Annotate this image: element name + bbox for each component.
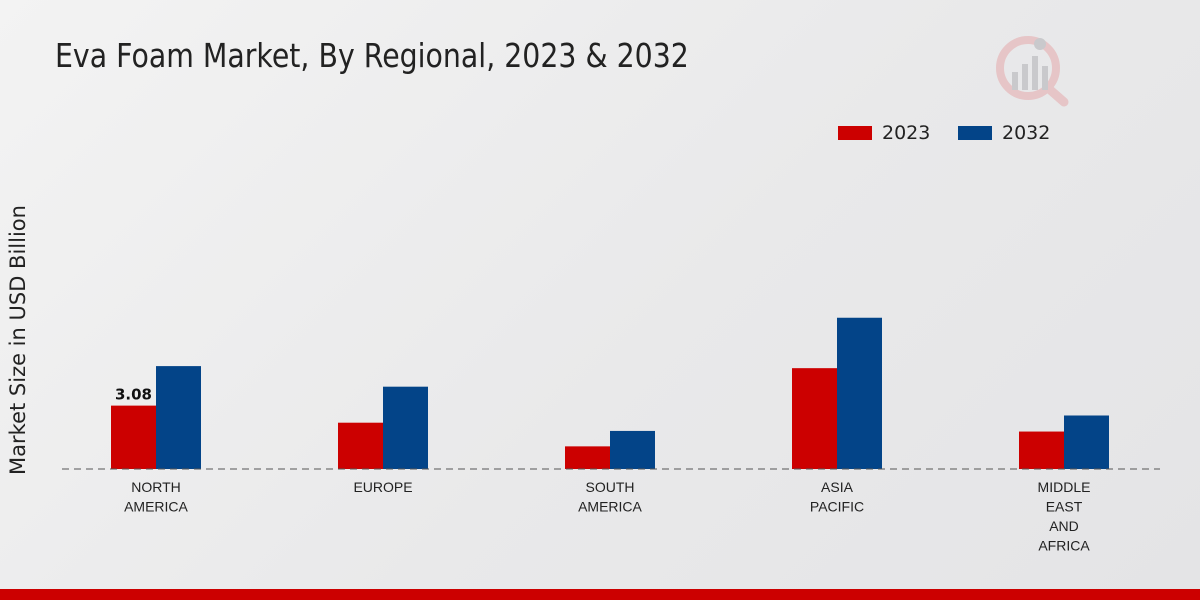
bar-2032-2[interactable] <box>610 430 655 469</box>
bar-2032-4[interactable] <box>1064 415 1109 469</box>
bar-2032-0[interactable] <box>156 366 201 469</box>
legend-label-2032: 2032 <box>1002 122 1051 144</box>
bar-2023-3[interactable] <box>792 368 837 469</box>
legend-swatch-2023 <box>838 126 872 140</box>
bar-2023-2[interactable] <box>565 446 610 469</box>
chart-title: Eva Foam Market, By Regional, 2023 & 203… <box>55 36 689 75</box>
x-tick-label-4: MIDDLE EAST AND AFRICA <box>1038 479 1091 554</box>
x-tick-label-1: EUROPE <box>353 479 412 495</box>
legend-item-2023[interactable]: 2023 <box>838 122 930 144</box>
x-tick-label-0: NORTH AMERICA <box>124 479 188 515</box>
data-label-2023-0: 3.08 <box>115 386 152 404</box>
x-tick-label-2: SOUTH AMERICA <box>578 479 642 515</box>
bar-2023-4[interactable] <box>1019 431 1064 469</box>
legend-label-2023: 2023 <box>882 122 931 144</box>
footer-bar <box>0 589 1200 600</box>
brand-logo-icon <box>992 30 1074 112</box>
bar-2032-1[interactable] <box>383 386 428 469</box>
bar-2023-0[interactable] <box>111 405 156 469</box>
bar-2032-3[interactable] <box>837 317 882 469</box>
bar-2023-1[interactable] <box>338 422 383 469</box>
legend-item-2032[interactable]: 2032 <box>958 122 1050 144</box>
legend-swatch-2032 <box>958 126 992 140</box>
x-tick-label-3: ASIA PACIFIC <box>810 479 864 515</box>
